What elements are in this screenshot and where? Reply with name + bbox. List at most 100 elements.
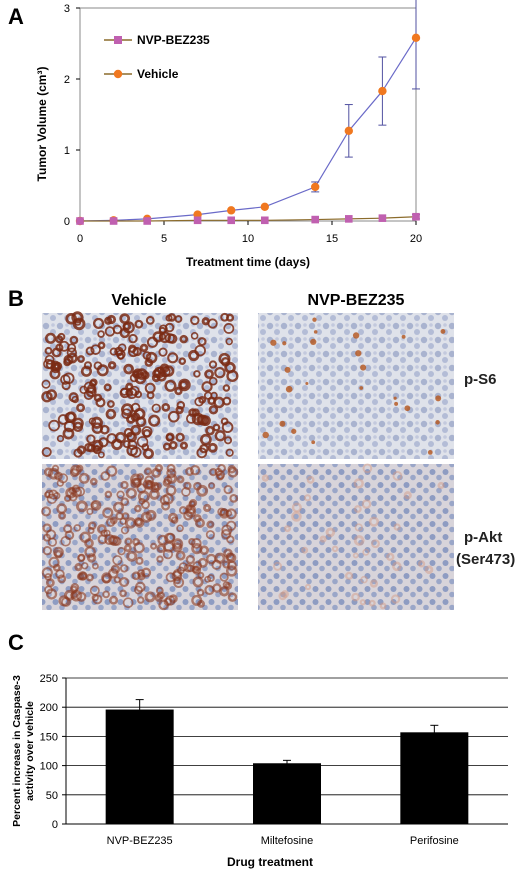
stain-cell (394, 401, 399, 406)
stain-cell (207, 442, 218, 453)
stain-cell (41, 391, 53, 403)
stain-cell (393, 396, 397, 400)
stain-cell (64, 530, 75, 541)
point-nvp (76, 217, 84, 225)
stain-cell (159, 366, 171, 378)
stain-cell (112, 555, 123, 566)
stain-cell (196, 588, 205, 597)
stain-cell (123, 544, 132, 552)
stain-cell (149, 489, 160, 500)
stain-cell (109, 595, 119, 605)
stain-cell (162, 442, 172, 451)
point-vehicle (227, 206, 236, 215)
stain-cell (196, 447, 208, 459)
stain-cell (227, 592, 238, 602)
stain-cell (188, 408, 198, 418)
stain-cell (262, 431, 269, 439)
stain-cell (126, 431, 136, 441)
stain-cell (145, 351, 158, 364)
stain-cell (57, 414, 69, 425)
stain-cell (279, 420, 286, 427)
stain-cell (201, 381, 213, 393)
stain-cell (427, 450, 433, 455)
point-nvp (345, 215, 353, 223)
stain-cell (97, 451, 105, 459)
stain-cell (435, 420, 440, 425)
stain-cell (404, 405, 411, 412)
stain-cell (191, 594, 203, 606)
stain-cell (191, 412, 205, 426)
stain-cell (222, 581, 230, 589)
category-label: Miltefosine (261, 835, 314, 847)
stain-cell (41, 506, 52, 517)
stain-cell (368, 599, 376, 607)
stain-cell (440, 329, 446, 334)
stain-cell (226, 520, 237, 531)
stain-cell (44, 573, 52, 581)
point-nvp (311, 215, 319, 224)
stain-cell (77, 571, 88, 581)
stain-cell (273, 561, 283, 571)
stain-cell (188, 537, 196, 546)
stain-cell (154, 593, 163, 602)
stain-cell (115, 511, 124, 521)
micrograph-col-nvp: NVP-BEZ235 (308, 292, 405, 309)
y-tick-label: 3 (64, 3, 70, 15)
stain-cell (130, 412, 141, 422)
stain-cell (261, 474, 270, 482)
stain-cell (90, 499, 102, 511)
stain-cell (301, 546, 309, 554)
stain-cell (58, 340, 70, 352)
chart-c-x-axis-title: Drug treatment (227, 855, 313, 869)
stain-cell (106, 400, 115, 408)
stain-cell (306, 475, 315, 484)
stain-cell (96, 524, 107, 534)
stain-cell (171, 570, 183, 582)
point-vehicle (378, 86, 387, 96)
stain-cell (109, 516, 118, 525)
stain-cell (285, 385, 293, 393)
point-nvp (378, 214, 387, 222)
stain-cell (109, 535, 120, 547)
stain-cell (65, 312, 77, 325)
category-label: Perifosine (410, 835, 459, 847)
stain-cell (417, 560, 426, 568)
stain-cell (175, 550, 186, 561)
stain-cell (45, 332, 57, 344)
stain-cell (61, 380, 71, 391)
stain-cell (185, 413, 197, 424)
stain-cell (41, 446, 52, 458)
stain-cell (92, 594, 103, 605)
stain-cell (179, 334, 189, 344)
stain-cell (92, 317, 105, 330)
stain-cell (69, 335, 79, 345)
stain-cell (222, 396, 232, 406)
y-tick-label: 200 (40, 702, 58, 714)
stain-cell (165, 595, 176, 606)
stain-cell (119, 589, 127, 598)
stain-cell (138, 497, 146, 505)
stain-cell (226, 560, 237, 571)
stain-cell (281, 590, 289, 599)
stain-cell (164, 379, 177, 392)
stain-cell (362, 463, 373, 474)
stain-cell (354, 523, 363, 532)
stain-cell (219, 572, 229, 582)
stain-cell (172, 538, 184, 550)
stain-cell (178, 378, 191, 392)
stain-cell (205, 425, 215, 436)
stain-cell (88, 417, 97, 425)
stain-cell (344, 571, 354, 580)
stain-cell (56, 503, 68, 515)
stain-cell (113, 576, 121, 584)
stain-cell (183, 481, 192, 490)
stain-cell (62, 427, 75, 440)
stain-cell (127, 346, 139, 358)
stain-cell (88, 379, 97, 388)
stain-cell (120, 526, 129, 535)
stain-cell (56, 434, 65, 443)
stain-cell (167, 352, 179, 364)
y-tick-label: 150 (40, 731, 58, 743)
stain-cell (361, 499, 372, 509)
stain-cell (175, 432, 185, 443)
